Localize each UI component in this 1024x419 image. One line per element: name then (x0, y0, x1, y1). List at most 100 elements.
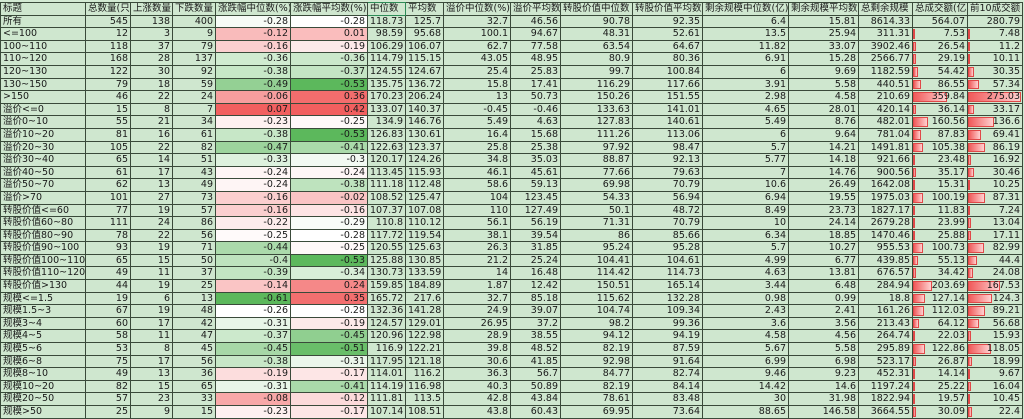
data-cell[interactable]: -0.45 (290, 329, 368, 344)
data-cell[interactable]: 98.59 (367, 27, 406, 41)
data-cell[interactable]: 0.24 (290, 279, 368, 293)
data-cell[interactable]: 1182.59 (858, 64, 913, 79)
data-cell[interactable]: 150.26 (560, 90, 633, 104)
data-cell[interactable]: -0.45 (215, 342, 291, 356)
data-cell[interactable]: -0.25 (215, 228, 291, 243)
column-header[interactable]: 剩余规模平均数 (788, 2, 859, 16)
databar-cell[interactable]: 7.48 (967, 27, 1023, 41)
databar-cell[interactable]: 16.04 (967, 379, 1023, 394)
data-cell[interactable]: -0.34 (290, 266, 368, 281)
data-cell[interactable]: 34.8 (443, 153, 511, 167)
column-header[interactable]: 溢价平均数 (510, 2, 561, 16)
databar-cell[interactable]: 100.19 (912, 190, 968, 205)
databar-cell[interactable]: 29.19 (912, 52, 968, 66)
data-cell[interactable]: 95.24 (560, 241, 633, 255)
data-cell[interactable]: 92 (172, 64, 216, 79)
data-cell[interactable]: 3.6 (702, 316, 789, 331)
data-cell[interactable]: 16.48 (510, 266, 561, 281)
table-row[interactable]: 溢价10~20 81 16 61 -0.38 -0.53 126.83 130.61 16.4 1… (0, 127, 1023, 142)
data-cell[interactable]: 33.07 (788, 39, 859, 54)
data-cell[interactable]: 16 (130, 127, 173, 142)
data-cell[interactable]: 30 (702, 392, 789, 406)
data-cell[interactable]: 3.44 (702, 279, 789, 293)
data-cell[interactable]: 114.73 (632, 266, 703, 281)
data-cell[interactable]: 2566.77 (858, 52, 913, 66)
data-cell[interactable]: -0.29 (290, 216, 368, 230)
data-cell[interactable]: 130.85 (405, 253, 444, 268)
data-cell[interactable]: 95.68 (405, 27, 444, 41)
data-cell[interactable]: -0.31 (215, 379, 291, 394)
data-cell[interactable]: 1827.17 (858, 203, 913, 218)
data-cell[interactable]: 420.14 (858, 102, 913, 117)
row-label-cell[interactable]: 溢价40~50 (0, 165, 86, 180)
data-cell[interactable]: 112.48 (405, 178, 444, 192)
databar-cell[interactable]: 36.14 (912, 102, 968, 117)
data-cell[interactable]: 104.41 (560, 253, 633, 268)
data-cell[interactable]: 75 (85, 354, 131, 369)
data-cell[interactable]: 8.76 (788, 115, 859, 129)
data-cell[interactable]: 80.9 (560, 52, 633, 66)
data-cell[interactable]: 6.48 (788, 279, 859, 293)
data-cell[interactable]: 150.51 (560, 279, 633, 293)
data-cell[interactable]: 94.19 (632, 329, 703, 344)
data-cell[interactable]: 124.67 (405, 64, 444, 79)
data-cell[interactable]: -0.31 (215, 316, 291, 331)
databar-cell[interactable]: 11.83 (912, 203, 968, 218)
data-cell[interactable]: 46.1 (443, 165, 511, 180)
databar-cell[interactable]: 10.11 (967, 52, 1023, 66)
data-cell[interactable]: -0.25 (290, 115, 368, 129)
data-cell[interactable]: 44 (85, 279, 131, 293)
data-cell[interactable]: 34 (172, 115, 216, 129)
data-cell[interactable]: -0.08 (215, 392, 291, 406)
data-cell[interactable]: 52.61 (632, 27, 703, 41)
data-cell[interactable]: 14.42 (702, 379, 789, 394)
data-cell[interactable]: 55 (85, 115, 131, 129)
table-row[interactable]: 溢价40~50 61 17 43 -0.24 -0.24 113.45 115.93 46.1 4… (0, 165, 1023, 180)
databar-cell[interactable]: 87.31 (967, 190, 1023, 205)
data-cell[interactable]: 8614.33 (858, 14, 913, 29)
data-cell[interactable]: 57 (172, 203, 216, 218)
databar-cell[interactable]: 86.19 (967, 140, 1023, 155)
data-cell[interactable]: 105 (85, 140, 131, 155)
data-cell[interactable]: 77 (85, 203, 131, 218)
data-cell[interactable]: 14 (130, 153, 173, 167)
table-row[interactable]: 规模1.5~3 67 19 48 -0.26 -0.28 132.36 141.28 24.9 3… (0, 304, 1023, 318)
databar-cell[interactable]: 112.03 (912, 304, 968, 318)
data-cell[interactable]: 62 (85, 178, 131, 192)
data-cell[interactable]: 108.51 (405, 405, 444, 419)
data-cell[interactable]: 24.14 (788, 216, 859, 230)
databar-cell[interactable]: 18.99 (967, 354, 1023, 369)
data-cell[interactable]: -0.12 (215, 27, 291, 41)
data-cell[interactable]: 32.7 (443, 291, 511, 306)
data-cell[interactable]: 70.79 (632, 178, 703, 192)
row-label-cell[interactable]: 规模4~5 (0, 329, 86, 344)
databar-cell[interactable]: 118.05 (967, 342, 1023, 356)
data-cell[interactable]: 58 (85, 329, 131, 344)
data-cell[interactable]: 50 (172, 253, 216, 268)
data-cell[interactable]: 60 (85, 316, 131, 331)
table-row[interactable]: 130~150 79 18 59 -0.49 -0.53 135.75 136.72 15.8 1… (0, 77, 1023, 92)
data-cell[interactable]: -0.23 (215, 405, 291, 419)
data-cell[interactable]: 217.6 (405, 291, 444, 306)
data-cell[interactable]: 92.35 (632, 14, 703, 29)
data-cell[interactable]: -0.17 (290, 405, 368, 419)
column-header[interactable]: 总数量(只) (85, 2, 131, 16)
data-cell[interactable]: 27 (130, 190, 173, 205)
data-cell[interactable]: 113.06 (632, 127, 703, 142)
data-cell[interactable]: 146.58 (788, 405, 859, 419)
row-label-cell[interactable]: 转股价值<=60 (0, 203, 86, 218)
row-label-cell[interactable]: 转股价值60~80 (0, 216, 86, 230)
databar-cell[interactable]: 86.55 (912, 77, 968, 92)
data-cell[interactable]: -0.22 (215, 216, 291, 230)
data-cell[interactable]: 6.4 (702, 14, 789, 29)
data-cell[interactable]: 955.53 (858, 241, 913, 255)
data-cell[interactable]: 126.83 (367, 127, 406, 142)
data-cell[interactable]: 11 (130, 329, 173, 344)
data-cell[interactable]: 8.49 (702, 203, 789, 218)
data-cell[interactable]: 9.23 (788, 367, 859, 381)
data-cell[interactable]: 85.66 (632, 228, 703, 243)
data-cell[interactable]: 15 (130, 379, 173, 394)
data-cell[interactable]: 133.07 (367, 102, 406, 117)
data-cell[interactable]: 13.5 (702, 27, 789, 41)
data-cell[interactable]: -0.17 (290, 367, 368, 381)
